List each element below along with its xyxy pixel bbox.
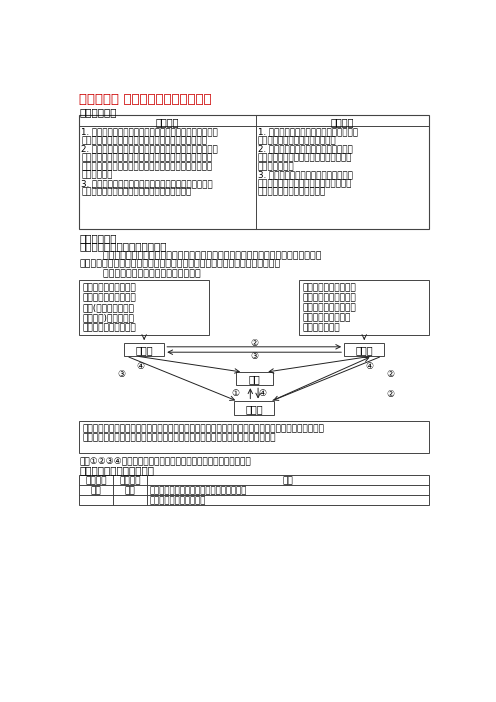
Text: 砖岩为常见岩石: 砖岩为常见岩石 (302, 323, 340, 332)
Text: 部冷凝则形成侵入岩，以花岗岩最为常见，其质地紧密、坚硬，是良好的建筑材料: 部冷凝则形成侵入岩，以花岗岩最为常见，其质地紧密、坚硬，是良好的建筑材料 (82, 434, 276, 443)
Bar (124, 343, 164, 356)
Text: 在内力作用下，岩浆如噴出地表冷凝则形成噴出岩，以玄武岩最为常见，多有气孔；岩浆如侵入地壳上: 在内力作用下，岩浆如噴出地表冷凝则形成噴出岩，以玄武岩最为常见，多有气孔；岩浆如… (82, 425, 324, 434)
Text: 1. 掌握内、外力作用的能量来源、表现形式及对地表形态: 1. 掌握内、外力作用的能量来源、表现形式及对地表形态 (81, 127, 218, 136)
Text: 形成的褶皂山、断块山和火山的成因，理解背斜、向斜、: 形成的褶皂山、断块山和火山的成因，理解背斜、向斜、 (81, 153, 213, 162)
Text: 化石石灰岩、砂岩、: 化石石灰岩、砂岩、 (302, 313, 351, 322)
Text: 常褶皂常形成高山大山脉: 常褶皂常形成高山大山脉 (150, 496, 206, 505)
Text: 2. 以各类地质剖面图为背景材料，考查: 2. 以各类地质剖面图为背景材料，考查 (258, 145, 353, 154)
Text: ③: ③ (118, 370, 126, 379)
Bar (344, 343, 384, 356)
Text: 一、地质循环过程及其地理意义: 一、地质循环过程及其地理意义 (79, 241, 167, 251)
Text: 变质(重新结晶，形成: 变质(重新结晶，形成 (82, 303, 134, 312)
Text: 构造的实践意义: 构造的实践意义 (258, 162, 295, 171)
Text: 内力作用的表现形式、形成的地貌、地质: 内力作用的表现形式、形成的地貌、地质 (258, 153, 353, 162)
Bar (79, 475, 430, 505)
Text: 2. 结合具体地貌景观，分析其成因及分布，理解内力作用: 2. 结合具体地貌景观，分析其成因及分布，理解内力作用 (81, 145, 218, 154)
Text: 框图理顺岩石之间的转换关系及其特点: 框图理顺岩石之间的转换关系及其特点 (79, 270, 201, 279)
Text: 【专题四】 地壳物质循环与地质作用: 【专题四】 地壳物质循环与地质作用 (79, 93, 212, 107)
Text: ②: ② (386, 370, 394, 379)
Bar (79, 280, 209, 336)
Text: ④: ④ (136, 362, 144, 371)
Text: 生活的影响，理解地形对交通线路布局的影响。: 生活的影响，理解地形对交通线路布局的影响。 (81, 187, 191, 197)
Text: 产生的高温高压条件下: 产生的高温高压条件下 (82, 293, 136, 302)
Text: 外力作用加固岩石破碎，受侵蚀常形成谷地: 外力作用加固岩石破碎，受侵蚀常形成谷地 (150, 486, 247, 495)
Text: 沉积岩: 沉积岩 (356, 345, 373, 355)
Text: 景，考查外力作用的表现形式、外力作用: 景，考查外力作用的表现形式、外力作用 (258, 179, 353, 188)
Text: 变质岩: 变质岩 (135, 345, 153, 355)
Text: 有层理构造，有的含有: 有层理构造，有的含有 (302, 303, 356, 312)
Text: 1. 以景观图、示意图等形式呈现信息，侧: 1. 以景观图、示意图等形式呈现信息，侧 (258, 127, 358, 136)
Bar (79, 115, 430, 229)
Text: ②: ② (386, 390, 394, 399)
Text: 基本形态: 基本形态 (120, 476, 141, 485)
Text: 岩浆岩: 岩浆岩 (246, 404, 263, 413)
Text: 的影响，理解岩石圈的物质循环，明确其过程及图示。: 的影响，理解岩石圈的物质循环，明确其过程及图示。 (81, 136, 207, 145)
Text: 地表各类岩石经外力作: 地表各类岩石经外力作 (302, 283, 356, 292)
Bar (79, 420, 430, 453)
Text: ①: ① (231, 389, 239, 398)
Text: 常见类型: 常见类型 (85, 476, 107, 485)
Text: 用转化而成，特点是具: 用转化而成，特点是具 (302, 293, 356, 302)
Text: 类岩石的相互转化过程就是地质循环过程，对此我们可以下两个方面对其突破。: 类岩石的相互转化过程就是地质循环过程，对此我们可以下两个方面对其突破。 (79, 260, 280, 269)
Text: 由原有岩石在内力作用: 由原有岩石在内力作用 (82, 283, 136, 292)
Text: 命题规律: 命题规律 (331, 117, 354, 127)
Text: 3. 了解河流地貌的形成、分布及其对聚落分布和生产、: 3. 了解河流地貌的形成、分布及其对聚落分布和生产、 (81, 179, 213, 188)
Text: ②: ② (250, 339, 258, 348)
Text: 地质循环是高考中的常考点，以岩石的形成和转换为考点是主要考查方向。实际上三大: 地质循环是高考中的常考点，以岩石的形成和转换为考点是主要考查方向。实际上三大 (79, 251, 321, 260)
Text: 【考情分析】: 【考情分析】 (79, 107, 117, 117)
Text: 断层的特征及对地貌的影响及其在找水、找矿、工程建设: 断层的特征及对地貌的影响及其在找水、找矿、工程建设 (81, 162, 213, 171)
Text: 图中①②③④分别表示冷却固化、外力作用、变质作用、重燔再生。: 图中①②③④分别表示冷却固化、外力作用、变质作用、重燔再生。 (79, 456, 251, 465)
Text: ③: ③ (250, 352, 258, 362)
Text: 重考查地壳物质循环的过程和环节: 重考查地壳物质循环的过程和环节 (258, 136, 337, 145)
Bar (236, 372, 273, 385)
Text: 3. 以典型地貌的景观图、示意图等为背: 3. 以典型地貌的景观图、示意图等为背 (258, 171, 353, 180)
Text: 岩浆: 岩浆 (248, 375, 260, 385)
Text: ④: ④ (366, 362, 374, 371)
Text: 岩、大理岩为常见岩石: 岩、大理岩为常见岩石 (82, 323, 136, 332)
Text: 褶皂: 褶皂 (91, 486, 102, 495)
Text: 考纲解读: 考纲解读 (156, 117, 179, 127)
Text: 片理构造)而成，片麻: 片理构造)而成，片麻 (82, 313, 134, 322)
Text: ④: ④ (259, 389, 267, 398)
Text: 二、地质构造及其实际意义: 二、地质构造及其实际意义 (79, 465, 154, 475)
Bar (234, 402, 274, 415)
Bar (299, 280, 430, 336)
Text: 背斜: 背斜 (125, 486, 135, 495)
Text: 的过程及其对地表形态的影响: 的过程及其对地表形态的影响 (258, 187, 326, 197)
Text: 地貌: 地貌 (283, 476, 294, 485)
Text: 方面的意义。: 方面的意义。 (81, 171, 113, 180)
Text: 【知识归纳】: 【知识归纳】 (79, 233, 117, 243)
